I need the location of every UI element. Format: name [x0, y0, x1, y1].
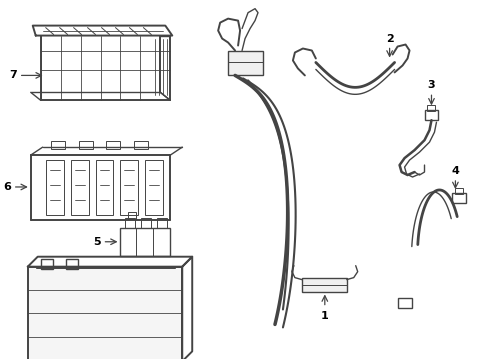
- Bar: [157, 218, 167, 228]
- Bar: [106, 141, 121, 149]
- Text: 4: 4: [451, 166, 459, 176]
- Bar: [146, 160, 163, 215]
- Text: 1: 1: [321, 311, 329, 321]
- Bar: [302, 278, 347, 292]
- Bar: [121, 228, 171, 256]
- Bar: [41, 259, 52, 269]
- Bar: [50, 141, 65, 149]
- Bar: [28, 267, 182, 360]
- Bar: [424, 110, 439, 120]
- Bar: [96, 160, 114, 215]
- Bar: [125, 218, 135, 228]
- Bar: [455, 188, 464, 194]
- Text: 2: 2: [386, 33, 393, 44]
- Bar: [427, 105, 436, 111]
- Bar: [134, 141, 148, 149]
- Text: 3: 3: [428, 80, 435, 90]
- Bar: [46, 160, 64, 215]
- Bar: [121, 160, 138, 215]
- Bar: [452, 193, 466, 203]
- Bar: [228, 50, 263, 75]
- Bar: [397, 298, 412, 307]
- Bar: [142, 218, 151, 228]
- Bar: [66, 259, 77, 269]
- Text: 5: 5: [93, 237, 100, 247]
- Bar: [128, 212, 136, 219]
- Bar: [78, 141, 93, 149]
- Text: 7: 7: [9, 71, 17, 80]
- Bar: [71, 160, 89, 215]
- Text: 6: 6: [3, 182, 11, 192]
